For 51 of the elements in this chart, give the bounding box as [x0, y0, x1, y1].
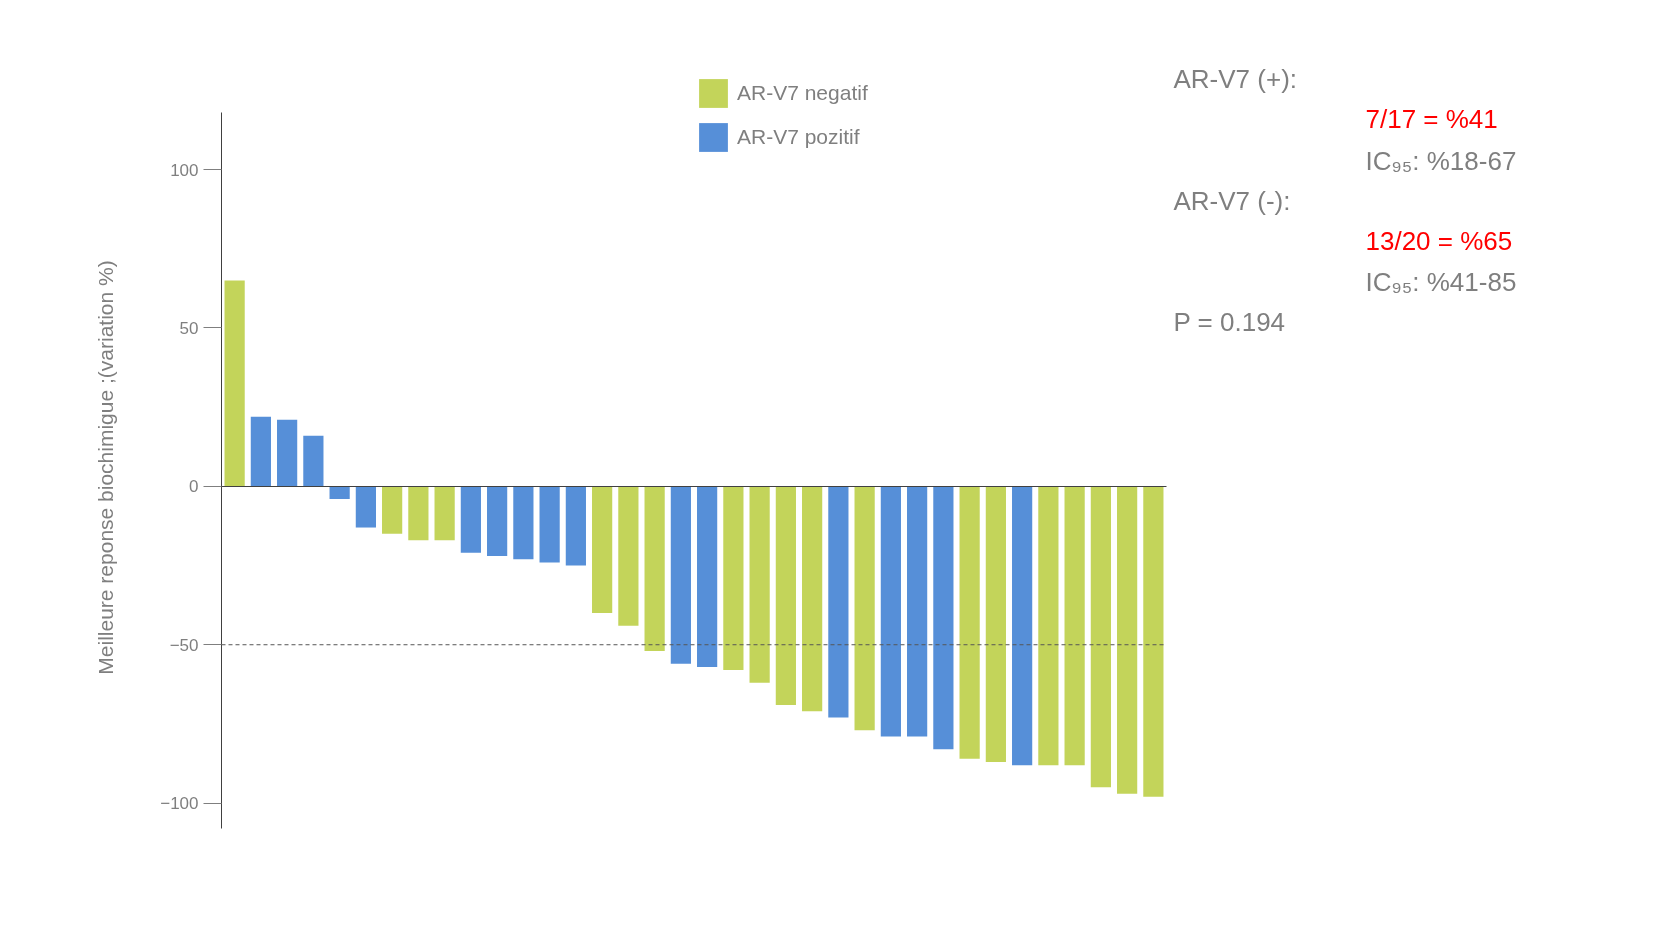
bar — [1143, 486, 1164, 797]
bar — [434, 486, 455, 541]
bar — [644, 486, 665, 652]
legend-label: AR-V7 negatif — [737, 81, 868, 105]
bar — [460, 486, 481, 553]
legend-label: AR-V7 pozitif — [737, 125, 860, 149]
bar — [775, 486, 796, 705]
bar — [513, 486, 534, 560]
text: AR-V7 (-): — [1173, 185, 1291, 216]
y-tick-label: −100 — [160, 794, 199, 814]
bar — [1090, 486, 1111, 788]
bar — [539, 486, 560, 563]
bar — [670, 486, 691, 664]
bar — [408, 486, 429, 541]
text: AR-V7 (+): — [1173, 63, 1298, 94]
bar — [355, 486, 376, 528]
bar — [933, 486, 954, 750]
bar — [618, 486, 639, 626]
text: IC₉₅: %18-67 — [1365, 145, 1517, 176]
text: 7/17 = %41 — [1365, 103, 1498, 134]
bar — [1038, 486, 1059, 766]
bar — [697, 486, 718, 667]
text: IC₉₅: %41-85 — [1365, 266, 1517, 297]
y-tick-label: 0 — [189, 477, 199, 497]
bar — [303, 435, 324, 487]
text: 13/20 = %65 — [1365, 225, 1513, 256]
bar — [224, 280, 245, 487]
bar — [802, 486, 823, 712]
bar — [1117, 486, 1138, 794]
bar — [880, 486, 901, 737]
bar — [565, 486, 586, 566]
bar — [749, 486, 770, 683]
bar — [250, 416, 271, 487]
bar — [1012, 486, 1033, 766]
bar — [329, 486, 350, 500]
bar — [828, 486, 849, 718]
bar — [985, 486, 1006, 762]
bar — [592, 486, 613, 614]
bar — [907, 486, 928, 737]
y-tick-label: 50 — [179, 318, 199, 338]
y-tick-label: −50 — [169, 635, 199, 655]
bar — [487, 486, 508, 557]
bar — [723, 486, 744, 671]
bar — [277, 419, 298, 487]
y-tick-label: 100 — [170, 160, 199, 180]
bar — [1064, 486, 1085, 766]
text: P = 0.194 — [1173, 306, 1286, 337]
bar — [854, 486, 875, 731]
bar — [959, 486, 980, 759]
bar — [382, 486, 403, 534]
y-axis-title: Meilleure reponse biochimigue ;(variation %) — [94, 260, 118, 675]
